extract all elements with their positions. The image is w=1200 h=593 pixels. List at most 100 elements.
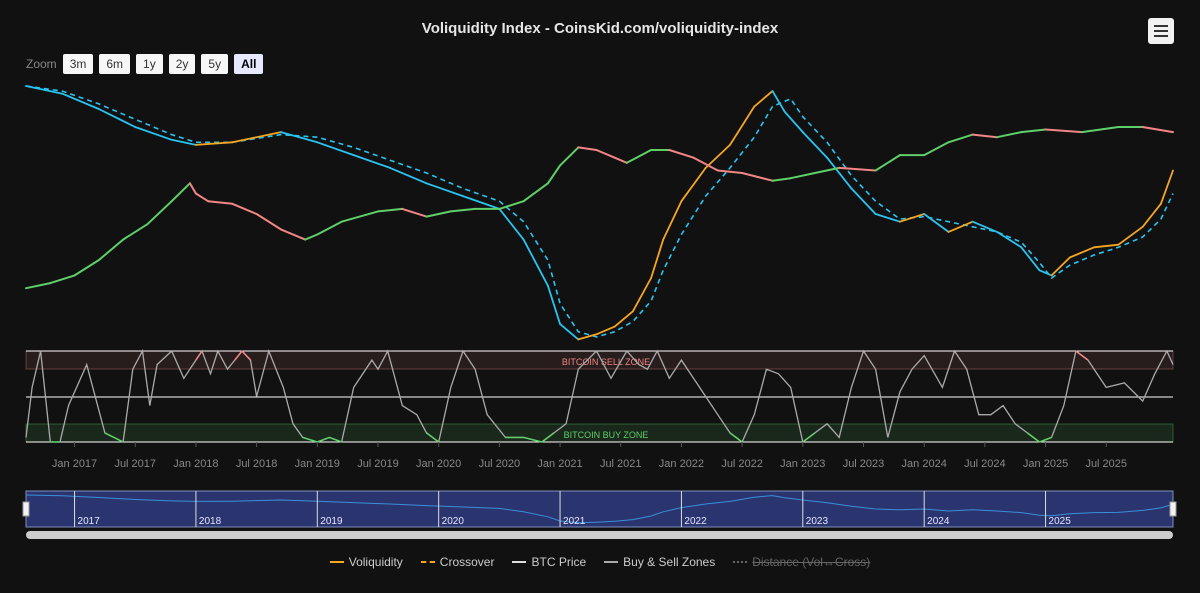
legend-label: Crossover <box>439 555 495 569</box>
voliquidity-segment <box>25 85 64 95</box>
menu-bar-icon <box>1154 30 1168 32</box>
btc-price-segment <box>971 133 998 139</box>
btc-price-segment <box>401 207 428 218</box>
voliquidity-segment <box>947 220 974 233</box>
x-tick-label: Jul 2023 <box>843 458 885 470</box>
x-tick-label: Jul 2018 <box>236 458 278 470</box>
btc-price-segment <box>304 233 319 241</box>
zones-sell-segment <box>234 350 243 361</box>
voliquidity-segment <box>316 141 355 157</box>
voliquidity-segment <box>632 277 652 313</box>
btc-price-segment <box>577 146 598 151</box>
zones-buy-segment <box>541 432 555 443</box>
btc-price-segment <box>170 182 191 203</box>
navigator-year-label: 2022 <box>684 516 707 527</box>
voliquidity-segment <box>1093 243 1120 249</box>
voliquidity-segment <box>1068 246 1095 259</box>
btc-price-segment <box>813 166 841 174</box>
x-tick-label: Jul 2019 <box>357 458 399 470</box>
navigator-year-label: 2017 <box>78 516 101 527</box>
voliquidity-segment <box>97 108 137 128</box>
navigator-left-handle[interactable] <box>22 501 30 517</box>
voliquidity-segment <box>650 238 665 279</box>
btc-price-segment <box>595 149 616 159</box>
zones-buy-segment <box>302 436 318 443</box>
btc-price-segment <box>947 133 974 144</box>
btc-price-segment <box>1020 128 1047 134</box>
legend: Voliquidity Crossover BTC Price Buy & Se… <box>0 555 1200 569</box>
zones-buy-segment <box>329 436 342 443</box>
navigator-year-label: 2020 <box>442 516 465 527</box>
btc-price-segment <box>789 172 816 180</box>
zones-buy-segment <box>317 436 330 443</box>
x-tick-label: Jan 2024 <box>902 458 947 470</box>
btc-price-segment <box>668 149 695 159</box>
btc-price-segment <box>1141 126 1174 134</box>
voliquidity-segment <box>704 143 731 169</box>
voliquidity-segment <box>425 182 464 198</box>
btc-price-segment <box>771 177 792 182</box>
x-tick-label: Jul 2025 <box>1085 458 1127 470</box>
zoom-5y-button[interactable]: 5y <box>201 54 229 74</box>
voliquidity-segment <box>1020 246 1041 272</box>
voliquidity-segment <box>1038 269 1053 277</box>
btc-price-segment <box>340 210 379 223</box>
zoom-6m-button[interactable]: 6m <box>99 54 131 74</box>
legend-item-crossover[interactable]: Crossover <box>420 555 495 569</box>
legend-swatch-crossover <box>420 561 435 563</box>
legend-swatch-distance <box>733 561 748 563</box>
btc-price-segment <box>25 282 52 290</box>
x-tick-label: Jan 2021 <box>537 458 582 470</box>
zoom-2y-button[interactable]: 2y <box>168 54 196 74</box>
legend-label: Voliquidity <box>348 555 403 569</box>
context-menu-button[interactable] <box>1148 18 1174 44</box>
voliquidity-segment <box>680 166 707 203</box>
voliquidity-segment <box>753 90 774 108</box>
crossover-series-line <box>25 85 1174 338</box>
zoom-1y-button[interactable]: 1y <box>136 54 163 74</box>
x-tick-label: Jul 2024 <box>964 458 1006 470</box>
legend-item-btc-price[interactable]: BTC Price <box>512 555 586 569</box>
btc-price-segment <box>559 146 580 167</box>
zones-buy-segment <box>426 432 440 443</box>
voliquidity-segment <box>577 333 598 341</box>
zoom-all-button[interactable]: All <box>234 54 264 74</box>
voliquidity-segment <box>850 187 877 215</box>
btc-price-segment <box>874 154 901 172</box>
btc-price-segment <box>49 274 76 285</box>
legend-label: Buy & Sell Zones <box>623 555 716 569</box>
btc-price-segment <box>1081 126 1120 134</box>
navigator-year-label: 2023 <box>806 516 829 527</box>
legend-label: BTC Price <box>531 555 587 569</box>
x-tick-label: Jan 2019 <box>295 458 340 470</box>
buy-zone-label: BITCOIN BUY ZONE <box>564 430 649 440</box>
btc-price-segment <box>425 210 452 218</box>
voliquidity-segment <box>547 284 561 326</box>
btc-price-segment <box>377 207 404 213</box>
btc-price-segment <box>716 169 744 174</box>
btc-price-segment <box>923 141 950 157</box>
zones-buy-segment <box>729 432 743 443</box>
zones-sell-segment <box>1075 350 1089 361</box>
btc-price-segment <box>449 207 477 213</box>
voliquidity-segment <box>1141 202 1162 228</box>
zones-sell-segment <box>241 350 252 361</box>
navigator-year-label: 2025 <box>1049 516 1072 527</box>
legend-item-distance[interactable]: Distance (Vol↔Cross) <box>733 555 870 569</box>
voliquidity-segment <box>783 110 804 134</box>
x-tick-label: Jan 2023 <box>780 458 825 470</box>
navigator-scrollbar[interactable] <box>26 531 1173 539</box>
navigator-right-handle[interactable] <box>1169 501 1177 517</box>
voliquidity-segment <box>826 156 853 190</box>
voliquidity-segment <box>662 200 683 241</box>
voliquidity-segment <box>559 323 580 341</box>
legend-item-voliquidity[interactable]: Voliquidity <box>329 555 403 569</box>
btc-price-segment <box>692 156 719 172</box>
zoom-label: Zoom <box>26 57 57 71</box>
legend-item-zones[interactable]: Buy & Sell Zones <box>604 555 715 569</box>
btc-price-segment <box>97 238 125 262</box>
btc-price-segment <box>194 192 210 203</box>
voliquidity-segment <box>134 126 173 141</box>
zoom-3m-button[interactable]: 3m <box>62 54 94 74</box>
btc-price-segment <box>122 223 149 241</box>
